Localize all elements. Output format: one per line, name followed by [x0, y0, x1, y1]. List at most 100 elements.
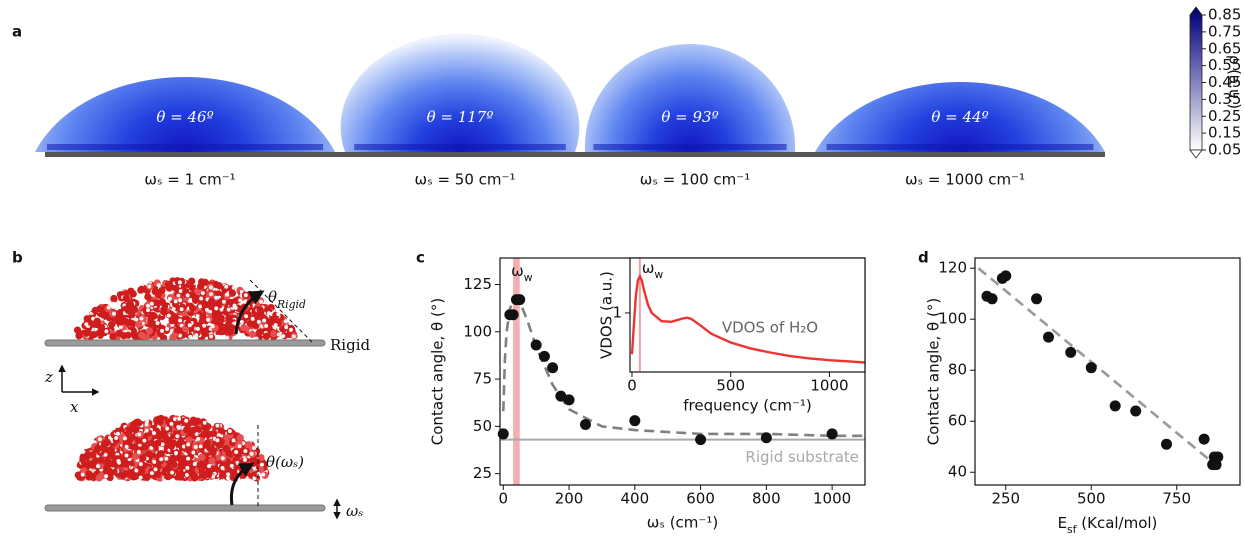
colorbar-tick-label: 0.25	[1208, 107, 1241, 125]
data-point	[695, 434, 707, 446]
hydrogen	[226, 472, 231, 477]
hydrogen	[214, 306, 219, 311]
oxygen	[131, 425, 139, 434]
x-axis-label-part: sf	[1067, 523, 1077, 536]
oxygen	[122, 294, 130, 303]
x-tick-label: 600	[686, 490, 715, 508]
frequency-label: ωₛ = 50 cm⁻¹	[415, 171, 516, 189]
colorbar-extend	[1189, 149, 1203, 159]
angle-label: θRigid	[268, 288, 306, 311]
hydrogen	[152, 459, 157, 464]
colorbar-tick-label: 0.55	[1208, 56, 1241, 74]
hydrogen	[124, 444, 129, 449]
hydrogen	[210, 324, 215, 329]
oxygen	[135, 419, 143, 427]
oxygen	[187, 468, 196, 476]
hydrogen	[234, 450, 239, 455]
hydrogen	[276, 312, 281, 317]
oxygen	[125, 426, 133, 435]
hydrogen	[195, 314, 200, 319]
data-point	[547, 362, 559, 374]
hydrogen	[139, 316, 144, 321]
hydrogen	[202, 420, 207, 425]
substrate-label: Rigid	[330, 336, 370, 354]
hydrogen	[291, 334, 296, 339]
hydrogen	[81, 450, 86, 455]
vline-label-part: ω	[642, 259, 655, 277]
frequency-label: ωₛ = 1 cm⁻¹	[144, 171, 235, 189]
oxygen	[236, 434, 244, 442]
hydrogen	[167, 296, 172, 301]
hydrogen	[244, 314, 249, 319]
hydrogen	[214, 295, 219, 300]
band-label-part: w	[524, 271, 533, 284]
oxygen	[189, 426, 197, 435]
hydrogen	[112, 311, 117, 316]
oxygen	[97, 472, 106, 480]
hydrogen	[97, 437, 102, 442]
hydrogen	[138, 462, 143, 467]
hydrogen	[114, 435, 119, 440]
oxygen	[75, 331, 83, 339]
hydrogen	[134, 468, 139, 473]
hydrogen	[262, 318, 267, 323]
data-point	[538, 350, 550, 362]
droplet-image	[340, 34, 580, 152]
oxygen	[102, 439, 111, 447]
oxygen	[127, 319, 135, 327]
oxygen	[209, 448, 217, 456]
hydrogen	[186, 442, 191, 447]
angle-arrow	[234, 290, 265, 335]
oxygen	[132, 452, 140, 460]
hydrogen	[144, 422, 149, 427]
vdos-line	[630, 273, 866, 364]
oxygen	[129, 473, 138, 481]
x-tick-label: 500	[1077, 490, 1106, 508]
colorbar-tick-label: 0.15	[1208, 124, 1241, 142]
hydrogen	[146, 308, 151, 313]
fit-line	[977, 267, 1223, 471]
oxygen	[91, 306, 99, 315]
data-point	[1043, 331, 1055, 343]
hydrogen	[185, 465, 190, 470]
oxygen	[135, 320, 143, 328]
hydrogen	[145, 419, 150, 424]
oxygen	[164, 280, 173, 289]
angle-label: θ(ωₛ)	[266, 453, 304, 471]
hydrogen	[207, 464, 212, 469]
angle-label-part: θ	[268, 288, 277, 306]
oxygen	[218, 471, 227, 479]
plot-frame	[629, 257, 866, 373]
oxygen	[228, 289, 237, 297]
colorbar-tick-label: 0.75	[1208, 22, 1241, 40]
oxygen	[204, 471, 213, 479]
oxygen	[189, 304, 197, 312]
oxygen	[167, 442, 176, 450]
oxygen	[160, 308, 168, 316]
hydrogen	[281, 334, 286, 339]
hydrogen	[191, 450, 196, 455]
oxygen	[124, 306, 132, 314]
oxygen	[161, 432, 169, 441]
oxygen	[253, 458, 261, 466]
hydrogen	[209, 334, 214, 339]
hydrogen	[250, 316, 255, 321]
oxygen	[82, 452, 91, 460]
colorbar-tick-label: 0.85	[1208, 6, 1241, 24]
y-tick-label: 75	[473, 370, 492, 388]
oxygen	[224, 322, 232, 330]
oxygen	[196, 461, 204, 469]
data-point	[1065, 346, 1077, 358]
data-point	[1000, 270, 1012, 282]
y-tick-label: 125	[463, 275, 492, 293]
hydrogen	[215, 423, 220, 428]
oxygen	[141, 443, 149, 451]
x-tick-label: 250	[991, 490, 1020, 508]
data-point	[1031, 293, 1043, 305]
hydrogen	[243, 449, 248, 454]
hydrogen	[220, 456, 225, 461]
oxygen	[202, 424, 210, 432]
x-tick-label: 1000	[813, 490, 851, 508]
hydrogen	[134, 317, 139, 322]
oxygen	[90, 458, 98, 466]
